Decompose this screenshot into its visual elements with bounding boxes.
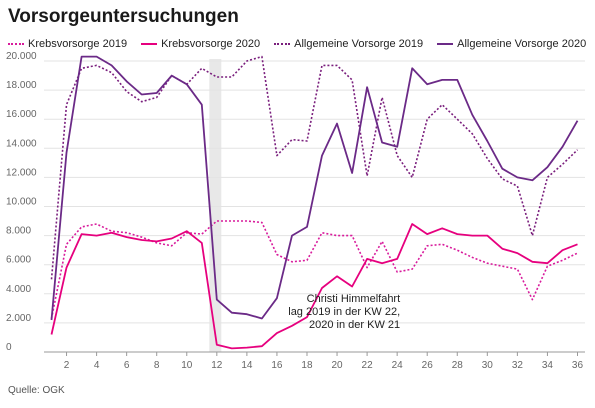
x-tick-label: 32 [512,360,524,371]
y-tick-label: 18.000 [6,80,37,91]
series-line-3 [50,55,579,280]
legend-swatch-allgemein-2020 [437,43,454,45]
y-tick-label: 12.000 [6,167,37,178]
annotation-line: lag 2019 in der KW 22, [288,306,400,318]
x-tick-label: 20 [331,360,343,371]
y-tick-label: 4.000 [6,284,31,295]
legend-label: Allgemeine Vorsorge 2020 [457,38,587,50]
legend-item: Krebsvorsorge 2020 [141,38,260,50]
y-tick-label: 10.000 [6,197,37,208]
y-tick-label: 6.000 [6,255,31,266]
legend-swatch-krebs-2020 [141,43,158,45]
x-tick-label: 10 [181,360,193,371]
x-tick-label: 30 [482,360,494,371]
y-tick-label: 2.000 [6,313,31,324]
chart-title: Vorsorgeuntersuchungen [8,6,239,27]
x-tick-label: 6 [124,360,130,371]
x-tick-label: 24 [392,360,404,371]
x-tick-label: 34 [542,360,554,371]
x-tick-label: 28 [452,360,464,371]
y-tick-label: 16.000 [6,109,37,120]
x-tick-label: 4 [94,360,100,371]
legend-label: Allgemeine Vorsorge 2019 [294,38,424,50]
x-tick-label: 18 [301,360,313,371]
legend-label: Krebsvorsorge 2019 [28,38,128,50]
legend-swatch-allgemein-2019 [274,43,291,45]
x-tick-label: 8 [154,360,160,371]
annotation-line: Christi Himmelfahrt [307,293,401,305]
highlight-band [209,59,222,352]
legend-item: Allgemeine Vorsorge 2019 [274,38,423,50]
series-line-4 [50,55,579,321]
y-tick-label: 0 [6,342,12,353]
y-tick-label: 8.000 [6,226,31,237]
legend-item: Allgemeine Vorsorge 2020 [437,38,586,50]
x-tick-label: 22 [362,360,374,371]
x-tick-label: 14 [241,360,253,371]
legend-item: Krebsvorsorge 2019 [8,38,127,50]
series-line-2 [50,223,578,350]
x-tick-label: 36 [572,360,584,371]
x-tick-label: 12 [211,360,223,371]
x-tick-label: 2 [64,360,70,371]
x-tick-label: 16 [271,360,283,371]
source-note: Quelle: OGK [8,385,65,396]
legend-label: Krebsvorsorge 2020 [161,38,261,50]
legend-swatch-krebs-2019 [8,43,24,45]
x-tick-label: 26 [422,360,434,371]
annotation-line: 2020 in der KW 21 [309,319,400,331]
y-tick-label: 14.000 [6,138,37,149]
y-tick-label: 20.000 [6,51,37,62]
chart-legend: Krebsvorsorge 2019 Krebsvorsorge 2020 Al… [8,38,595,50]
